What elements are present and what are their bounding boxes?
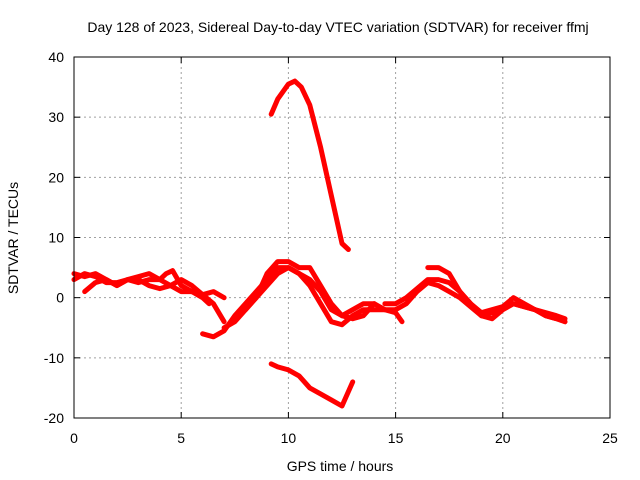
- series-line-arc-3: [82, 277, 227, 301]
- chart-title: Day 128 of 2023, Sidereal Day-to-day VTE…: [87, 19, 588, 35]
- x-tick-label: 20: [495, 430, 511, 446]
- x-tick-label: 5: [177, 430, 185, 446]
- x-tick-label: 15: [388, 430, 404, 446]
- y-tick-label: -10: [44, 350, 64, 366]
- y-tick-label: 30: [48, 109, 64, 125]
- x-tick-label: 10: [281, 430, 297, 446]
- series-line-arc-11: [393, 280, 568, 325]
- data-series: [71, 78, 568, 409]
- y-tick-label: 10: [48, 230, 64, 246]
- y-tick-label: -20: [44, 410, 64, 426]
- y-axis-label: SDTVAR / TECUs: [5, 182, 21, 294]
- series-line-arc-6: [243, 259, 377, 319]
- x-axis-label: GPS time / hours: [287, 458, 394, 474]
- series-line-arc-8: [268, 361, 356, 409]
- x-tick-label: 25: [602, 430, 618, 446]
- y-tick-label: 0: [56, 290, 64, 306]
- axis-ticks: 0 5 10 15 20 25 -20 -10 0 10 20 30 40: [44, 49, 618, 446]
- series-line-arc-7: [268, 78, 351, 252]
- y-tick-label: 20: [48, 169, 64, 185]
- x-tick-label: 0: [70, 430, 78, 446]
- grid-lines: [74, 57, 610, 418]
- y-tick-label: 40: [48, 49, 64, 65]
